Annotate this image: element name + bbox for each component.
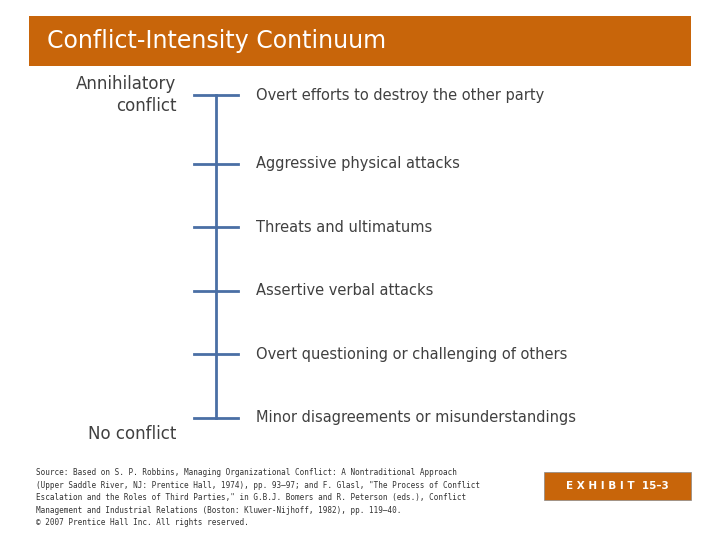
Text: Source: Based on S. P. Robbins, Managing Organizational Conflict: A Nontradition: Source: Based on S. P. Robbins, Managing… — [36, 468, 480, 527]
Text: Minor disagreements or misunderstandings: Minor disagreements or misunderstandings — [256, 410, 575, 426]
Text: Conflict-Intensity Continuum: Conflict-Intensity Continuum — [47, 29, 386, 53]
FancyBboxPatch shape — [544, 472, 691, 500]
Text: Aggressive physical attacks: Aggressive physical attacks — [256, 157, 459, 171]
Text: Annihilatory
conflict: Annihilatory conflict — [76, 75, 176, 115]
Text: Threats and ultimatums: Threats and ultimatums — [256, 220, 432, 235]
Text: Assertive verbal attacks: Assertive verbal attacks — [256, 284, 433, 298]
FancyBboxPatch shape — [29, 16, 691, 66]
Text: E X H I B I T  15–3: E X H I B I T 15–3 — [567, 481, 669, 491]
Text: No conflict: No conflict — [88, 424, 176, 443]
Text: Overt questioning or challenging of others: Overt questioning or challenging of othe… — [256, 347, 567, 362]
Text: Overt efforts to destroy the other party: Overt efforts to destroy the other party — [256, 87, 544, 103]
